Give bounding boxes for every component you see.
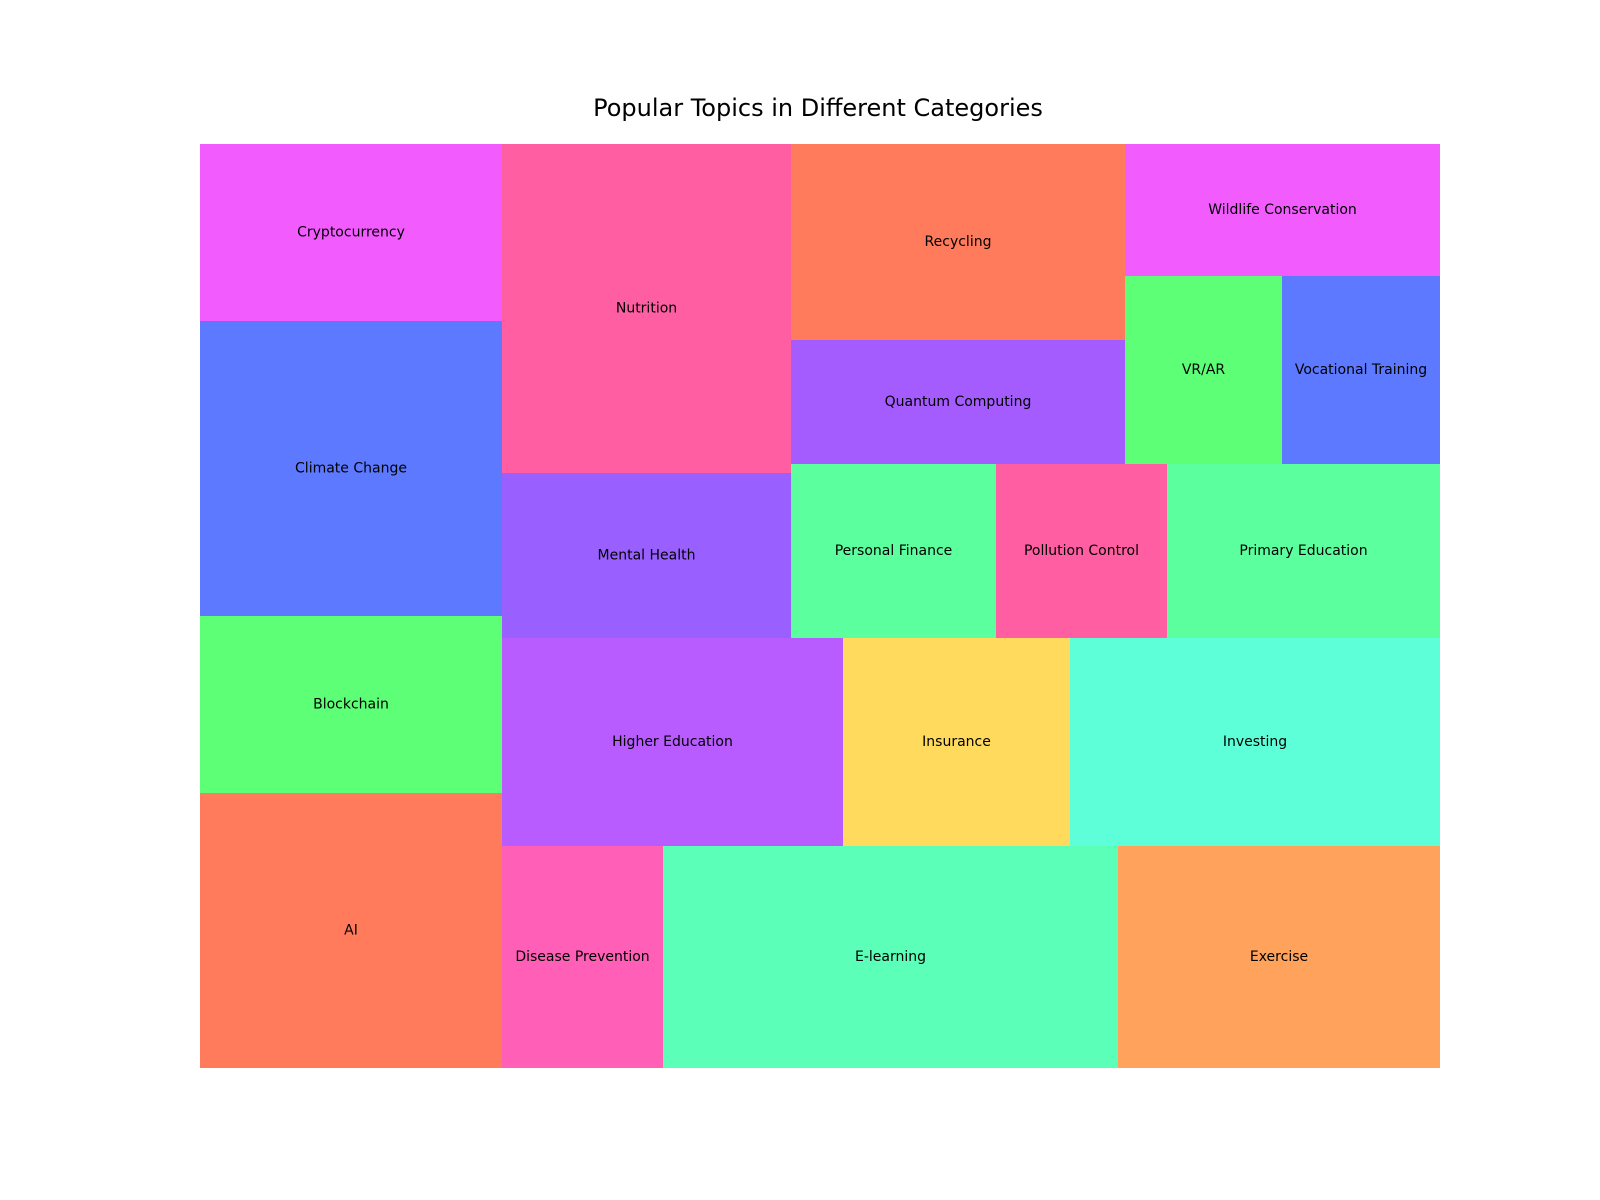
treemap-cell-mental-health: [502, 473, 791, 638]
treemap-label-quantum-computing: Quantum Computing: [885, 394, 1032, 410]
treemap-label-recycling: Recycling: [925, 234, 992, 250]
treemap-cell-pollution-control: [996, 464, 1167, 638]
treemap-cell-disease-prevention: [502, 846, 663, 1068]
treemap-cell-ai: [200, 793, 502, 1068]
treemap-label-mental-health: Mental Health: [598, 548, 696, 564]
treemap-label-ai: AI: [344, 923, 358, 939]
chart-title: Popular Topics in Different Categories: [593, 94, 1043, 122]
treemap-label-investing: Investing: [1223, 734, 1287, 750]
treemap-cell-blockchain: [200, 616, 502, 793]
treemap-cells: Cryptocurrency Climate Change Blockchain AI…: [200, 144, 1440, 1068]
treemap-cell-personal-finance: [791, 464, 996, 638]
treemap-cell-wildlife-conservation: [1125, 144, 1440, 276]
treemap-cell-nutrition: [502, 144, 791, 473]
treemap-label-personal-finance: Personal Finance: [835, 543, 953, 559]
treemap-label-primary-education: Primary Education: [1239, 543, 1367, 559]
treemap-label-vocational-training: Vocational Training: [1295, 362, 1427, 378]
treemap-label-e-learning: E-learning: [855, 949, 926, 965]
treemap-label-nutrition: Nutrition: [616, 301, 677, 317]
treemap-cell-investing: [1070, 638, 1440, 846]
treemap-cell-cryptocurrency: [200, 144, 502, 321]
treemap-label-exercise: Exercise: [1250, 949, 1308, 965]
treemap-label-vr-ar: VR/AR: [1182, 362, 1226, 378]
treemap-label-higher-education: Higher Education: [612, 734, 733, 750]
treemap-cell-higher-education: [502, 638, 843, 846]
treemap-label-climate-change: Climate Change: [295, 461, 407, 477]
treemap-label-cryptocurrency: Cryptocurrency: [297, 225, 405, 241]
treemap-cell-climate-change: [200, 321, 502, 616]
treemap-label-wildlife-conservation: Wildlife Conservation: [1208, 202, 1357, 218]
treemap-cell-quantum-computing: [791, 340, 1125, 464]
treemap-cell-e-learning: [663, 846, 1118, 1068]
treemap-cell-exercise: [1118, 846, 1440, 1068]
treemap-label-pollution-control: Pollution Control: [1024, 543, 1139, 559]
treemap-cell-recycling: [791, 144, 1125, 340]
treemap-cell-insurance: [843, 638, 1070, 846]
treemap-label-insurance: Insurance: [922, 734, 991, 750]
treemap-cell-vr-ar: [1125, 276, 1282, 464]
treemap-label-disease-prevention: Disease Prevention: [515, 949, 649, 965]
treemap-cell-vocational-training: [1282, 276, 1440, 464]
treemap-label-blockchain: Blockchain: [313, 697, 389, 713]
treemap-cell-primary-education: [1167, 464, 1440, 638]
